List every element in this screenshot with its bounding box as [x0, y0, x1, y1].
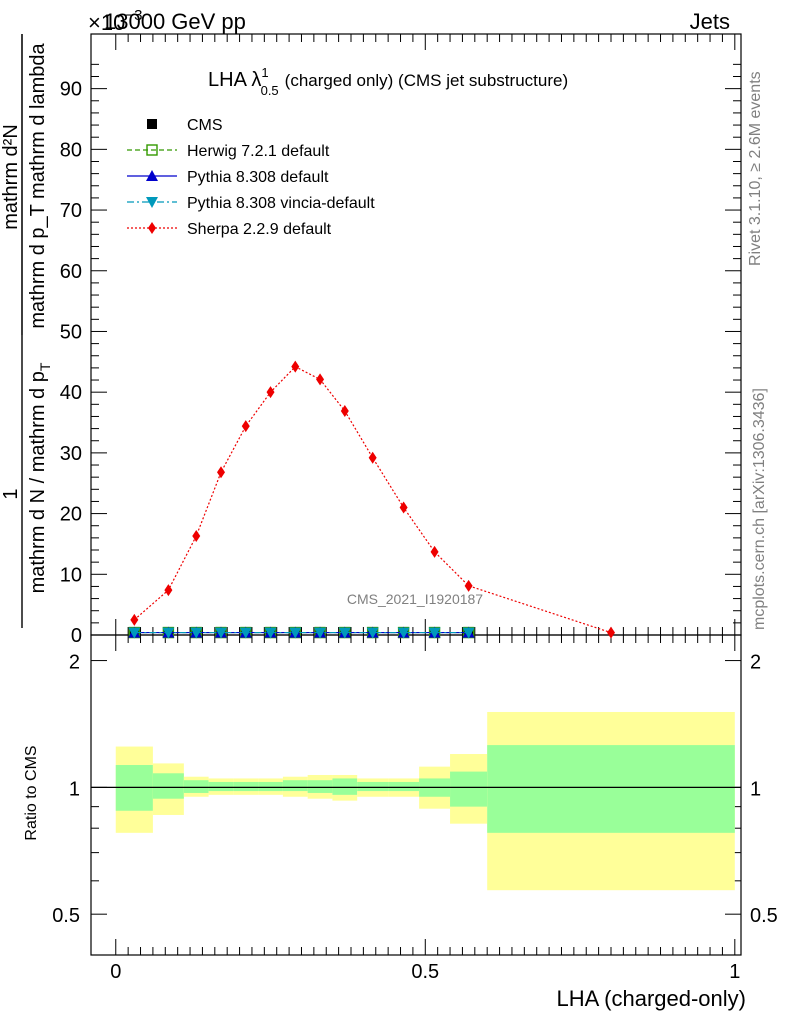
series-point-4 [464, 579, 473, 592]
series-point-3 [462, 627, 475, 639]
legend-marker [146, 144, 158, 156]
series-point-4 [241, 420, 250, 433]
header-left: 13000 GeV pp [104, 9, 246, 34]
series-point-3 [289, 627, 302, 639]
series-point-3 [397, 627, 410, 639]
ratio-plot-frame: 0 0.5 1 0.5 1 2 0.5 1 2 [52, 634, 778, 983]
series-point-3 [215, 627, 227, 639]
series-point-3 [264, 627, 277, 639]
ratio-band-inner [332, 778, 358, 795]
series-point-3 [128, 627, 141, 639]
ratio-band-inner [183, 780, 209, 793]
legend-label: Herwig 7.2.1 default [187, 143, 330, 160]
main-ytick-label: 20 [60, 504, 82, 526]
ratio-band-inner [388, 781, 420, 792]
legend-label: CMS [187, 117, 223, 134]
series-point-4 [217, 466, 225, 479]
main-ytick-label: 90 [60, 79, 82, 101]
x-tick-label: 1 [729, 961, 740, 983]
ratio-band-inner [307, 780, 333, 793]
series-layer [128, 360, 615, 639]
series-point-3 [190, 627, 203, 639]
mcplots-side-label: mcplots.cern.ch [arXiv:1306.3436] [751, 388, 768, 630]
ratio-ytick-label-right: 0.5 [750, 905, 778, 927]
ratio-ytick-label-left: 2 [69, 652, 80, 674]
plot-title: LHA λ1 0.5(charged only) (CMS jet substru… [208, 65, 568, 98]
main-plot-frame: 0 10 20 30 40 50 60 70 80 90 [60, 33, 742, 647]
main-ytick-label: 60 [60, 261, 82, 283]
ratio-band-inner [258, 781, 283, 792]
legend-label: Pythia 8.308 vincia-default [187, 195, 375, 212]
exponent-label: ×10−3 [88, 7, 142, 35]
ratio-band-inner [450, 771, 488, 807]
legend-marker [146, 170, 158, 181]
ratio-ytick-label-right: 1 [750, 778, 761, 800]
ratio-band-inner [282, 780, 308, 792]
main-ytick-label: 50 [60, 321, 82, 343]
main-ytick-label: 80 [60, 139, 82, 161]
legend: CMS Herwig 7.2.1 default Pythia 8.308 defa… [127, 117, 375, 238]
ratio-frame-box [90, 634, 742, 956]
main-ytick-label: 0 [71, 625, 82, 647]
ratio-band-inner [487, 745, 735, 833]
rivet-side-label: Rivet 3.1.10, ≥ 2.6M events [747, 71, 764, 266]
series-point-3 [428, 627, 441, 639]
series-point-4 [130, 613, 139, 626]
legend-marker [147, 119, 157, 129]
series-line-4 [133, 365, 612, 634]
series-point-4 [266, 386, 275, 399]
series-point-4 [291, 360, 300, 373]
header-right: Jets [690, 9, 730, 34]
ratio-ytick-label-left: 1 [69, 778, 80, 800]
series-point-4 [340, 404, 349, 417]
ratio-band-inner [357, 781, 389, 792]
series-point-4 [607, 626, 615, 639]
x-tick-label: 0.5 [411, 961, 439, 983]
main-ytick-label: 40 [60, 382, 82, 404]
series-point-4 [316, 373, 325, 386]
ylabel-one: 1 [0, 488, 22, 499]
analysis-watermark: CMS_2021_I1920187 [347, 591, 483, 607]
ratio-band-inner [208, 781, 234, 792]
ratio-band-inner [233, 781, 259, 792]
series-point-3 [239, 627, 252, 639]
series-point-4 [164, 584, 173, 597]
main-ylabel: 1 mathrm d N / mathrm d pT mathrm d²N ma… [0, 34, 53, 628]
series-point-3 [366, 627, 379, 639]
series-point-4 [192, 530, 201, 543]
main-ytick-label: 30 [60, 443, 82, 465]
ylabel-inner-numerator: mathrm d²N [0, 124, 22, 230]
series-point-3 [162, 627, 175, 639]
ratio-ytick-label-left: 0.5 [52, 905, 80, 927]
legend-marker [148, 222, 156, 234]
series-point-4 [368, 451, 377, 464]
series-point-3 [338, 627, 351, 639]
x-axis-label: LHA (charged-only) [556, 986, 746, 1011]
series-point-4 [399, 501, 408, 514]
ratio-bands [91, 711, 741, 891]
legend-label: Sherpa 2.2.9 default [187, 221, 332, 238]
ratio-ytick-label-right: 2 [750, 652, 761, 674]
ylabel-denominator: mathrm d N / mathrm d pT [27, 362, 53, 593]
main-ytick-label: 10 [60, 564, 82, 586]
series-point-3 [314, 627, 327, 639]
ylabel-inner-denominator: mathrm d p_T mathrm d lambda [27, 42, 49, 328]
ratio-ylabel: Ratio to CMS [23, 745, 40, 840]
legend-label: Pythia 8.308 default [187, 169, 329, 186]
legend-marker [146, 197, 158, 208]
main-ytick-label: 70 [60, 200, 82, 222]
series-point-4 [430, 545, 439, 558]
x-tick-label: 0 [110, 961, 121, 983]
ratio-band-inner [152, 773, 184, 799]
